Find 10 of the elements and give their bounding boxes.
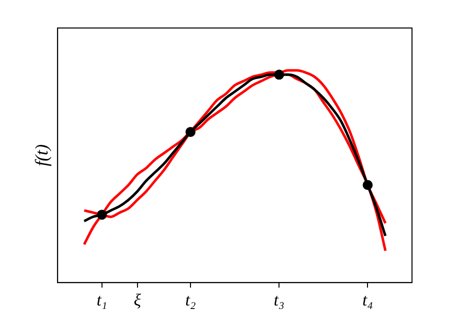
point (274, 70, 284, 80)
point (96, 210, 107, 220)
point (186, 126, 196, 137)
x-tick-label: t₃ (274, 290, 285, 310)
x-tick-label: t₁ (96, 290, 108, 310)
x-tick-label: ξ (134, 290, 142, 310)
y-axis-title: f(t) (32, 144, 52, 166)
x-tick-label: t₂ (185, 290, 196, 310)
point (362, 180, 373, 190)
x-tick-label: t₄ (362, 290, 374, 310)
